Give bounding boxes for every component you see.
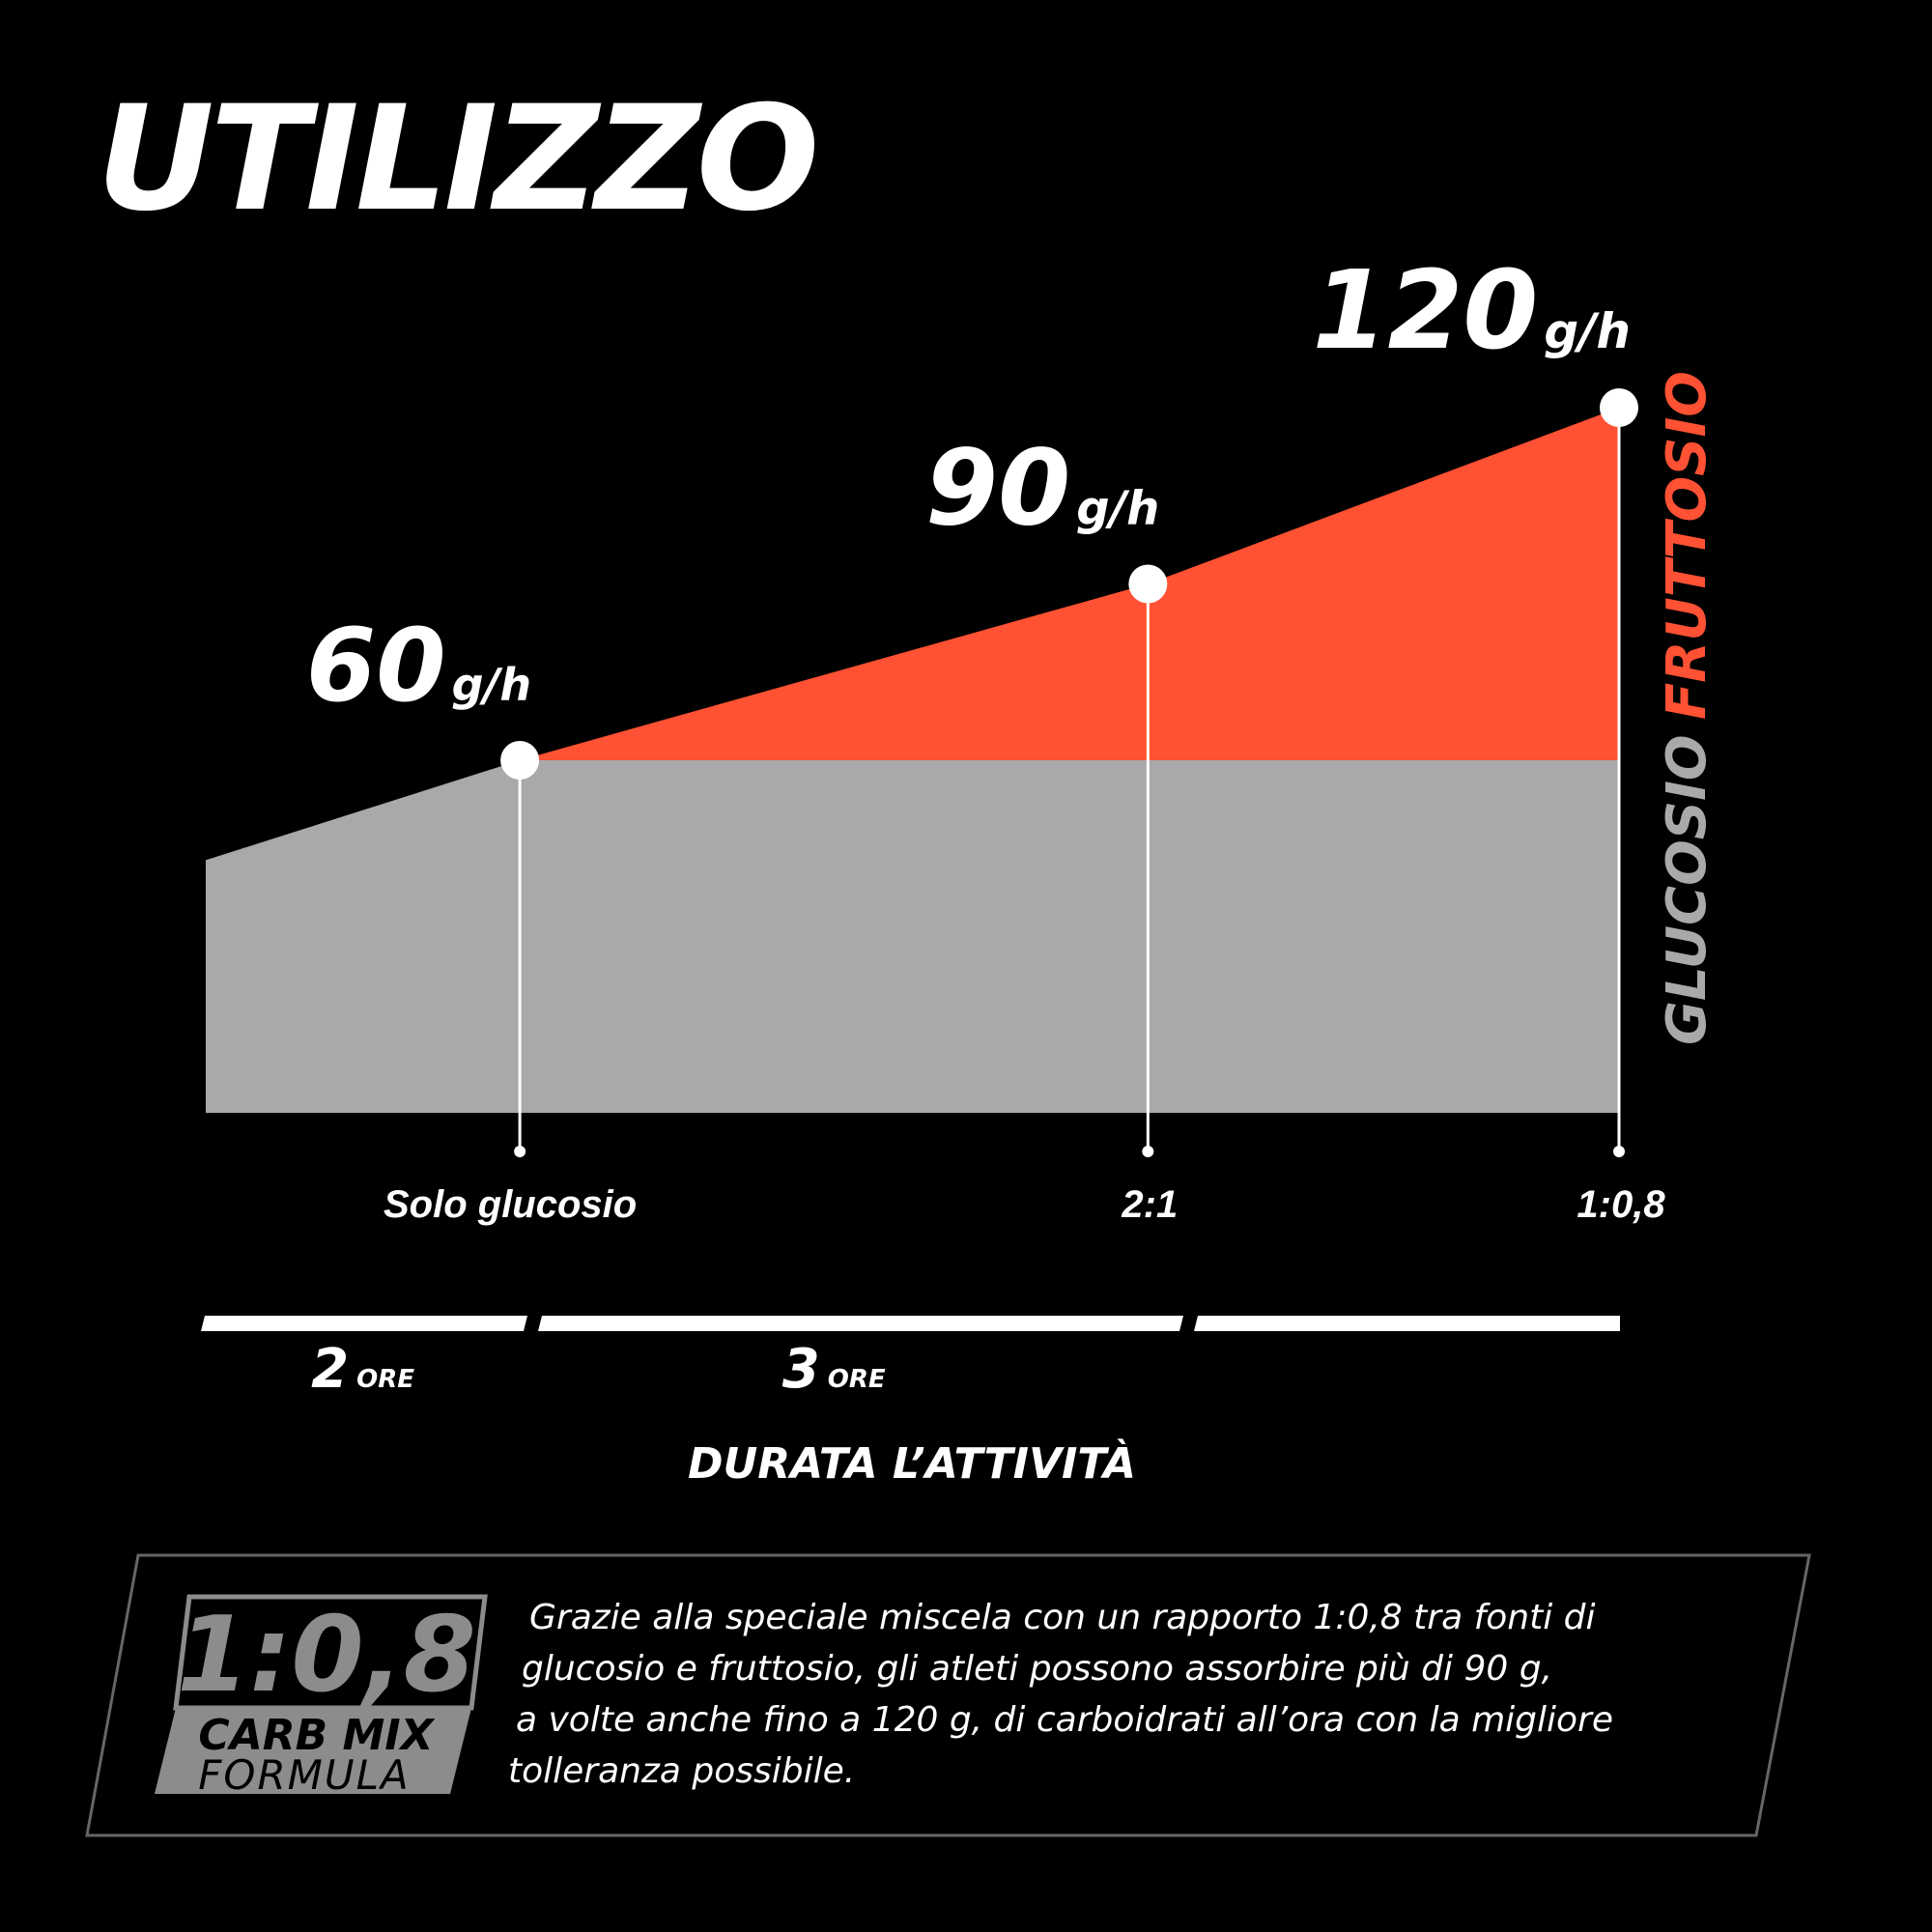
description-line: Grazie alla speciale miscela con un rapp… [529,1598,1596,1637]
rate-label: 120 g/h [1313,248,1631,374]
fructose-area [206,408,1619,861]
x-axis-title: DURATA L’ATTIVITÀ [688,1437,1136,1489]
rate-label: 60 g/h [306,607,531,724]
description-line: a volte anche fino a 120 g, di carboidra… [516,1700,1613,1740]
duration-label: 2 ORE [311,1338,414,1401]
data-point [1128,564,1168,604]
ratio-label: 2:1 [1121,1183,1178,1226]
badge-formula: FORMULA [198,1751,411,1799]
description-text: Grazie alla speciale miscela con un rapp… [502,1592,1662,1797]
duration-bar-segment-2 [538,1316,1183,1331]
duration-bar-segment-1 [201,1316,527,1331]
badge-carb-mix: CARB MIX [198,1711,435,1760]
rate-unit: g/h [1076,482,1159,536]
rate-value: 120 [1313,248,1539,374]
rate-label: 90 g/h [925,429,1159,550]
stem-end-dot [1613,1146,1625,1157]
info-panel-frame [85,1553,1811,1837]
duration-unit: ORE [828,1365,886,1394]
rate-value: 60 [306,607,446,724]
rate-value: 90 [925,429,1070,550]
data-point [1600,388,1638,427]
carb-mix-badge: 1:0,8 CARB MIX FORMULA [155,1594,488,1799]
description-line: glucosio e fruttosio, gli atleti possono… [522,1649,1553,1689]
badge-ratio: 1:0,8 [177,1595,476,1716]
duration-value: 2 [311,1338,349,1401]
ratio-label: Solo glucosio [384,1183,637,1226]
stem-end-dot [1142,1146,1154,1157]
duration-unit: ORE [356,1365,414,1394]
data-point [500,741,540,780]
page-title: UTILIZZO [97,75,819,243]
stem-end-dot [514,1146,526,1157]
legend-fructose: FRUTTOSIO [1656,371,1719,720]
duration-bar-segment-3 [1194,1316,1620,1331]
duration-label: 3 ORE [782,1338,886,1401]
glucose-area [206,760,1619,1113]
description-line: tolleranza possibile. [508,1751,856,1791]
duration-value: 3 [782,1338,820,1401]
rate-unit: g/h [1544,303,1631,359]
rate-unit: g/h [452,659,531,711]
legend-glucose: GLUCOSIO [1656,734,1719,1045]
ratio-label: 1:0,8 [1577,1183,1665,1226]
